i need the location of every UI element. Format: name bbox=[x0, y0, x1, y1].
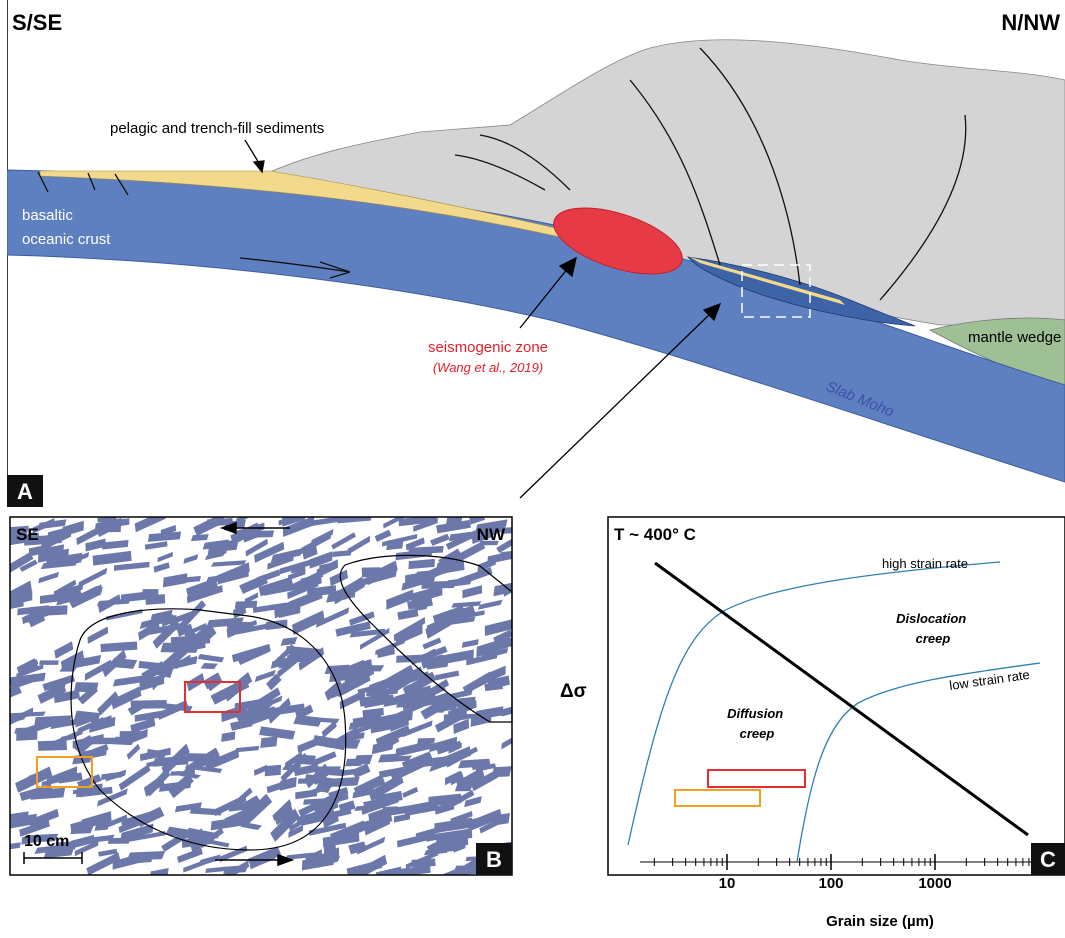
grain bbox=[344, 757, 364, 767]
x-axis-label: Grain size (µm) bbox=[826, 913, 934, 930]
y-axis-label: Δσ bbox=[560, 681, 587, 702]
crust-label-line: basaltic bbox=[22, 207, 73, 224]
grain bbox=[327, 569, 351, 587]
grain bbox=[144, 540, 168, 550]
seismogenic-label: seismogenic zone bbox=[428, 339, 548, 356]
region-label-line: creep bbox=[740, 726, 775, 741]
grain bbox=[259, 735, 280, 749]
grain bbox=[100, 640, 138, 653]
grain bbox=[74, 682, 99, 693]
grain bbox=[197, 654, 224, 663]
mantle-label: mantle wedge bbox=[968, 329, 1061, 346]
grain bbox=[397, 608, 419, 621]
direction-label: SE bbox=[16, 525, 39, 544]
x-tick-label: 10 bbox=[719, 875, 736, 892]
grain bbox=[235, 745, 260, 753]
grain bbox=[125, 743, 141, 760]
grain bbox=[106, 608, 143, 621]
grain bbox=[221, 671, 254, 702]
grain bbox=[401, 786, 419, 799]
region-label-line: Dislocation bbox=[896, 611, 966, 626]
grain bbox=[460, 584, 484, 599]
grain bbox=[298, 755, 315, 765]
grain bbox=[422, 637, 441, 651]
grain bbox=[279, 636, 298, 647]
grain bbox=[407, 558, 435, 570]
grain bbox=[451, 600, 482, 608]
x-tick-label: 1000 bbox=[918, 875, 951, 892]
grain bbox=[37, 571, 61, 584]
panel-label: B bbox=[486, 847, 502, 872]
figure: S/SE N/NW pelagic and trench-fill sedime… bbox=[0, 0, 1065, 938]
panel-title: T ~ 400° C bbox=[614, 525, 696, 544]
grain bbox=[445, 516, 463, 527]
grain bbox=[0, 841, 22, 852]
grain bbox=[153, 561, 171, 573]
grain bbox=[148, 867, 171, 880]
grain bbox=[182, 553, 200, 565]
seismogenic-source: (Wang et al., 2019) bbox=[433, 360, 543, 375]
direction-label: NW bbox=[477, 525, 506, 544]
grain bbox=[108, 837, 130, 845]
direction-label: S/SE bbox=[12, 10, 62, 35]
panel-label: C bbox=[1040, 847, 1056, 872]
region-label-line: creep bbox=[916, 631, 951, 646]
grain bbox=[337, 512, 374, 524]
grain bbox=[75, 567, 109, 589]
panel-a: S/SE N/NW pelagic and trench-fill sedime… bbox=[7, 0, 1065, 498]
grain bbox=[500, 704, 521, 717]
grain bbox=[185, 753, 214, 762]
grain bbox=[119, 730, 144, 739]
grain bbox=[104, 769, 128, 783]
grain bbox=[219, 730, 237, 743]
direction-label: N/NW bbox=[1001, 10, 1060, 35]
x-tick-label: 100 bbox=[818, 875, 843, 892]
grain bbox=[496, 637, 513, 648]
region-label-line: Diffusion bbox=[727, 706, 783, 721]
crust-label-line: oceanic crust bbox=[22, 231, 111, 248]
curve-label: high strain rate bbox=[882, 556, 968, 571]
panel-label: A bbox=[17, 479, 33, 504]
grain bbox=[294, 788, 318, 800]
grains bbox=[0, 506, 524, 886]
grain bbox=[176, 847, 204, 864]
grain bbox=[4, 707, 36, 728]
grain bbox=[477, 599, 504, 611]
grain bbox=[156, 551, 175, 563]
grain bbox=[200, 663, 218, 670]
grain bbox=[277, 776, 299, 792]
grain bbox=[435, 669, 460, 681]
scale-label: 10 cm bbox=[24, 833, 69, 850]
sediments-label: pelagic and trench-fill sediments bbox=[110, 120, 324, 137]
